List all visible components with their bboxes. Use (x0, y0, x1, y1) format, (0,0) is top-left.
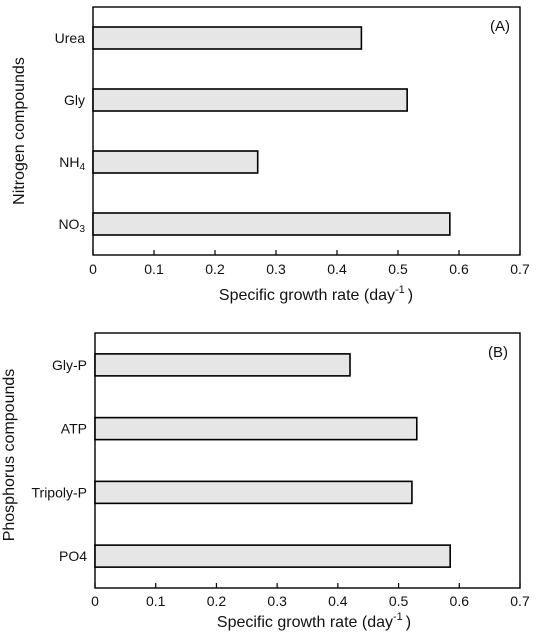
x-tick-label: 0.7 (510, 593, 530, 609)
x-axis-title-main: Specific growth rate (day (217, 614, 393, 631)
x-axis-title-close: ) (406, 614, 411, 631)
panel-a: (A) Urea Gly NH4 NO3 0 0.1 0.2 0.3 0.4 0.5 0.6 0.7… (11, 6, 530, 304)
panel-b: (B) Gly-P ATP Tripoly-P PO4 0 0.1 0.2 0.3 0.4 0.… (1, 332, 530, 631)
x-tick-label: 0.4 (328, 593, 348, 609)
x-axis-ticks: 0 0.1 0.2 0.3 0.4 0.5 0.6 0.7 (89, 250, 530, 277)
x-tick-label: 0.2 (207, 593, 227, 609)
bar-po4 (94, 544, 451, 568)
category-label: Tripoly-P (32, 484, 88, 500)
x-axis-title: Specific growth rate (day-1) (217, 611, 411, 631)
plot-frame (94, 332, 521, 589)
bar-group (94, 353, 451, 568)
x-tick-label: 0.6 (449, 261, 469, 277)
bar-urea (92, 26, 363, 50)
bar-atp (94, 416, 418, 441)
category-label: PO4 (59, 548, 87, 564)
x-tick-label: 0.3 (267, 593, 287, 609)
x-tick-label: 0.1 (146, 593, 166, 609)
x-tick-label: 0 (91, 593, 99, 609)
x-tick-label: 0 (89, 261, 97, 277)
category-label: ATP (61, 421, 87, 437)
category-labels: Gly-P ATP Tripoly-P PO4 (32, 357, 88, 564)
y-axis-title: Phosphorus compounds (1, 369, 18, 542)
x-axis-title-main: Specific growth rate (day (219, 287, 395, 304)
x-axis-title: Specific growth rate (day-1) (219, 284, 413, 304)
category-labels: Urea Gly NH4 NO3 (55, 30, 86, 235)
bar-tripoly-p (94, 480, 413, 505)
category-label: NH4 (59, 154, 85, 173)
category-label: Gly (64, 92, 85, 108)
category-label: Gly-P (52, 357, 87, 373)
x-tick-label: 0.4 (327, 261, 347, 277)
x-axis-ticks: 0 0.1 0.2 0.3 0.4 0.5 0.6 0.7 (91, 583, 530, 609)
category-label: Urea (55, 30, 86, 46)
x-tick-label: 0.5 (388, 261, 408, 277)
plot-frame (92, 6, 521, 256)
bar-nh4 (92, 150, 259, 174)
x-tick-label: 0.7 (510, 261, 530, 277)
x-axis-title-sup: -1 (395, 284, 405, 296)
bar-gly (92, 88, 408, 112)
bar-no3 (92, 212, 451, 236)
x-tick-label: 0.6 (450, 593, 470, 609)
x-tick-label: 0.5 (389, 593, 409, 609)
panel-label: (A) (490, 18, 510, 35)
x-tick-label: 0.2 (205, 261, 225, 277)
category-label: NO3 (58, 216, 85, 235)
x-axis-title-sup: -1 (393, 611, 403, 623)
bar-group (92, 26, 451, 236)
x-tick-label: 0.1 (144, 261, 164, 277)
bar-gly-p (94, 353, 351, 377)
x-tick-label: 0.3 (266, 261, 286, 277)
panel-label: (B) (488, 344, 508, 361)
x-axis-title-close: ) (408, 287, 413, 304)
y-axis-title: Nitrogen compounds (11, 57, 28, 205)
